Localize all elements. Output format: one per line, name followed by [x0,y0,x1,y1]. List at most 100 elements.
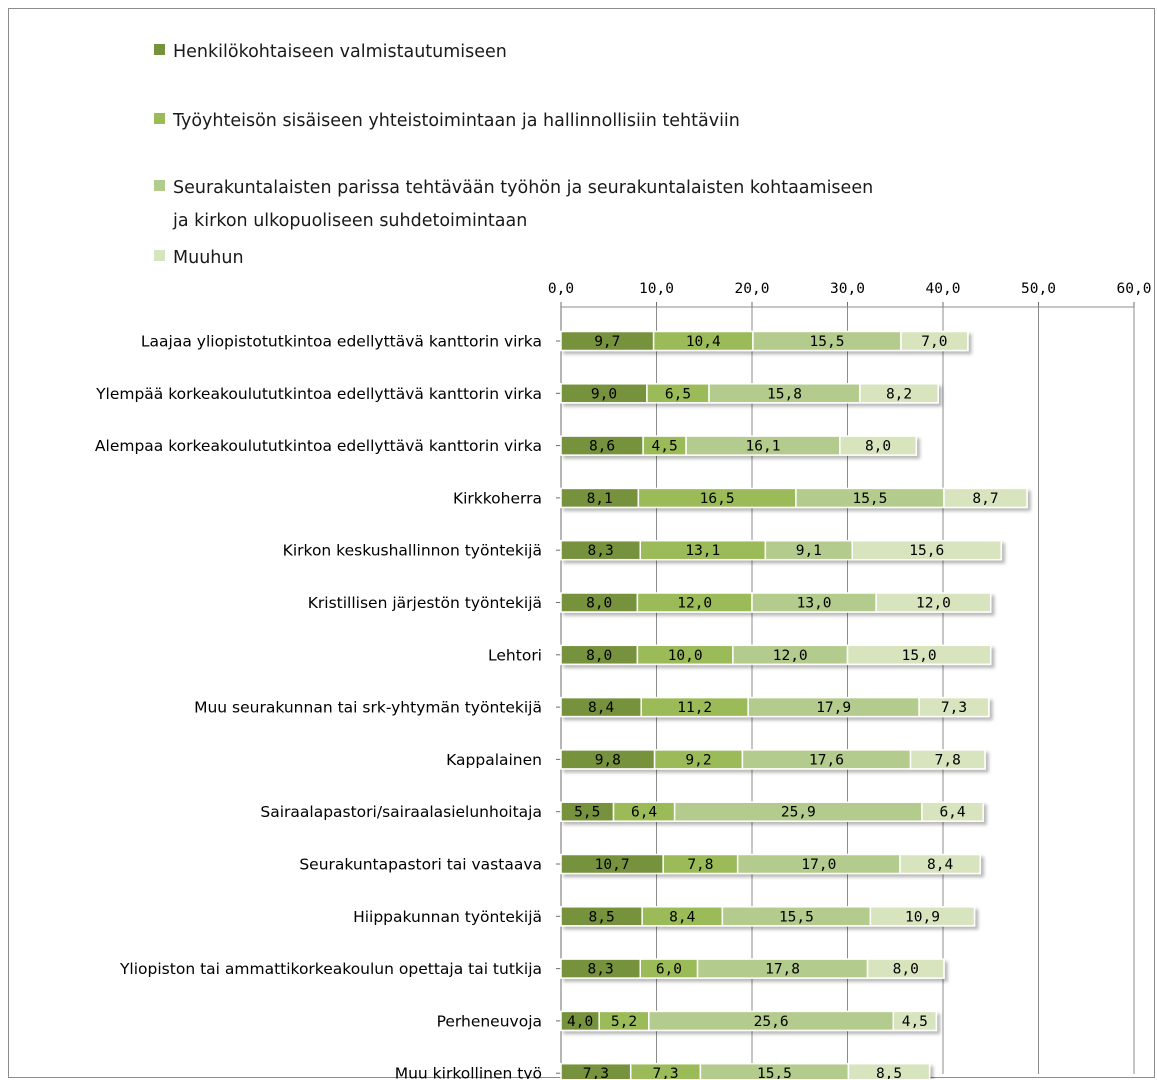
data-label: 4,5 [902,1014,928,1030]
data-label: 8,4 [927,857,953,873]
data-label: 16,1 [746,439,781,455]
category-label: Lehtori [488,646,542,664]
legend-label: Muuhun [173,248,244,268]
data-label: 10,0 [668,648,703,664]
bar-row [560,487,1028,509]
bar-segment [846,644,992,666]
data-label: 6,4 [939,805,965,821]
data-label: 17,8 [765,962,800,978]
legend-item: Työyhteisön sisäiseen yhteistoimintaan j… [154,111,740,131]
bar-row [560,644,992,666]
bar-row [560,1010,938,1032]
chart-frame: Henkilökohtaiseen valmistautumiseen Työyh… [8,8,1155,1079]
category-label: Hiippakunnan työntekijä [353,908,542,926]
data-label: 7,3 [652,1066,678,1079]
data-label: 9,1 [796,543,822,559]
data-label: 15,0 [902,648,937,664]
data-label: 6,4 [631,805,657,821]
data-label: 9,7 [594,334,620,350]
category-label: Kirkkoherra [453,489,542,507]
data-label: 12,0 [773,648,808,664]
data-label: 6,5 [665,386,691,402]
bar-segment [909,749,986,770]
bar-segment [892,1010,938,1032]
data-label: 6,0 [656,962,682,978]
data-label: 7,3 [583,1066,609,1079]
bar-row [560,383,939,404]
data-label: 12,0 [677,596,712,612]
x-axis: 0,0 10,0 20,0 30,0 40,0 50,0 60,0 [548,281,1152,308]
category-label: Alempaa korkeakoulututkintoa edellyttävä… [95,437,542,455]
data-label: 4,0 [567,1014,593,1030]
data-label: 9,8 [595,752,621,768]
bar-row [560,1062,931,1079]
category-axis: Laajaa yliopistotutkintoa edellyttävä ka… [95,333,561,1079]
data-label: 8,6 [589,439,615,455]
category-label: Laajaa yliopistotutkintoa edellyttävä ka… [141,333,542,351]
legend-swatch [154,44,165,55]
bar-segment [869,906,976,927]
category-label: Muu kirkollinen työ [395,1065,542,1079]
data-label: 15,5 [810,334,845,350]
data-label: 15,5 [757,1066,792,1079]
legend: Henkilökohtaiseen valmistautumiseen Työyh… [154,42,873,268]
bar-row [560,539,1003,561]
data-label: 7,8 [687,857,713,873]
bar-row [560,906,976,927]
bar-row [560,435,918,456]
bar-segment [943,487,1028,509]
bar-segment [851,539,1003,561]
data-label: 10,4 [686,334,721,350]
bars: 9,7 10,4 15,5 7,0 9,0 6,5 15,8 8,2 8,6 4,5 16,1 8,0… [560,330,1028,1079]
data-label: 13,1 [685,543,720,559]
data-label: 8,3 [588,543,614,559]
legend-item: Henkilökohtaiseen valmistautumiseen [154,42,507,62]
legend-swatch [154,250,165,261]
legend-item: Muuhun [154,248,244,268]
bar-segment [900,330,969,352]
x-tick-label: 0,0 [548,281,574,297]
data-label: 8,0 [893,962,919,978]
data-label: 13,0 [797,596,832,612]
data-label: 7,3 [941,700,967,716]
data-label: 9,0 [591,386,617,402]
data-label: 8,5 [876,1066,902,1079]
data-label: 8,0 [865,439,891,455]
x-tick-label: 30,0 [830,281,865,297]
bar-row [560,749,986,770]
bar-segment [839,435,918,456]
data-label: 10,7 [595,857,630,873]
bar-segment [866,958,945,979]
bar-row [560,592,992,613]
data-label: 8,0 [586,648,612,664]
data-label: 5,2 [611,1014,637,1030]
data-label: 7,0 [921,334,947,350]
x-tick-label: 20,0 [735,281,770,297]
legend-label: ja kirkon ulkopuoliseen suhdetoimintaan [172,211,527,231]
data-label: 8,7 [972,491,998,507]
data-label: 16,5 [700,491,735,507]
bar-segment [899,853,981,875]
data-label: 25,6 [754,1014,789,1030]
bar-segment [859,383,939,404]
data-label: 9,2 [685,752,711,768]
data-label: 7,8 [935,752,961,768]
data-label: 5,5 [574,805,600,821]
x-tick-label: 60,0 [1117,281,1152,297]
category-label: Muu seurakunnan tai srk-yhtymän työnteki… [194,699,542,717]
legend-swatch [154,113,165,124]
category-label: Kappalainen [446,751,542,769]
bar-segment [918,696,990,718]
data-label: 10,9 [905,909,940,925]
data-label: 4,5 [652,439,678,455]
data-label: 25,9 [781,805,816,821]
x-tick-label: 10,0 [639,281,674,297]
category-label: Kristillisen järjestön työntekijä [308,594,542,612]
gridlines [560,307,1135,1074]
category-label: Ylempää korkeakoulututkintoa edellyttävä… [95,385,542,403]
bar-segment [875,592,992,613]
stacked-bar-chart: Henkilökohtaiseen valmistautumiseen Työyh… [95,42,1152,1079]
bar-row [560,696,990,718]
data-label: 8,1 [587,491,613,507]
bar-row [560,801,984,822]
